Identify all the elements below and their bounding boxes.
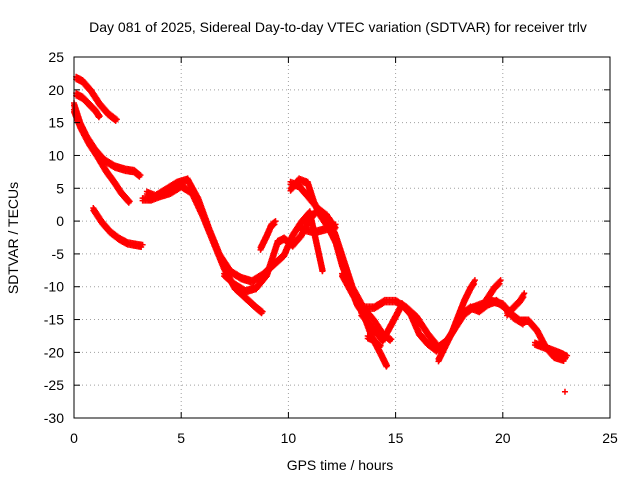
series-track-g bbox=[143, 175, 326, 286]
data-point bbox=[319, 267, 326, 274]
grid bbox=[74, 57, 610, 418]
data-point bbox=[496, 280, 503, 287]
data-point bbox=[471, 277, 478, 284]
series-track-l bbox=[298, 221, 339, 237]
series-track-e bbox=[90, 204, 146, 251]
data-point bbox=[384, 362, 391, 369]
chart-title: Day 081 of 2025, Sidereal Day-to-day VTE… bbox=[89, 19, 587, 35]
y-tick-label: 15 bbox=[48, 115, 64, 131]
series-track-d bbox=[73, 90, 103, 121]
y-axis-ticks: -30 -25 -20 -15 -10 -5 0 5 10 15 20 25 bbox=[44, 49, 610, 426]
data-point bbox=[377, 342, 384, 349]
y-tick-label: -5 bbox=[52, 246, 65, 262]
data-point bbox=[272, 218, 279, 225]
x-tick-label: 10 bbox=[281, 430, 297, 446]
y-tick-label: -20 bbox=[44, 344, 64, 360]
series-track-q bbox=[478, 277, 504, 312]
data-point bbox=[388, 336, 395, 343]
data-point bbox=[521, 290, 528, 297]
x-tick-label: 5 bbox=[177, 430, 185, 446]
data-point bbox=[126, 198, 133, 205]
y-tick-label: 25 bbox=[48, 49, 64, 65]
plot-frame bbox=[73, 56, 611, 419]
data-points bbox=[71, 73, 571, 395]
data-point bbox=[271, 221, 278, 228]
x-tick-label: 0 bbox=[70, 430, 78, 446]
y-tick-label: 20 bbox=[48, 82, 64, 98]
data-point bbox=[137, 172, 144, 179]
series-track-r bbox=[504, 290, 528, 319]
y-axis-label: SDTVAR / TECUs bbox=[5, 182, 21, 294]
data-point bbox=[259, 308, 266, 315]
y-tick-label: -10 bbox=[44, 279, 64, 295]
series-track-p bbox=[435, 277, 478, 365]
data-point bbox=[96, 113, 103, 120]
series-track-i bbox=[257, 218, 279, 253]
data-point bbox=[564, 352, 571, 359]
data-point bbox=[497, 277, 504, 284]
series-track-c bbox=[73, 73, 120, 124]
y-tick-label: -25 bbox=[44, 377, 64, 393]
x-axis-ticks: 0 5 10 15 20 25 bbox=[70, 57, 618, 446]
data-point bbox=[471, 280, 478, 287]
data-point bbox=[270, 222, 277, 229]
series-track-o bbox=[364, 332, 384, 351]
y-tick-label: 0 bbox=[56, 213, 64, 229]
data-point bbox=[332, 221, 339, 228]
x-tick-label: 25 bbox=[602, 430, 618, 446]
x-tick-label: 15 bbox=[388, 430, 404, 446]
data-point bbox=[95, 114, 102, 121]
data-point bbox=[495, 281, 502, 288]
y-tick-label: 10 bbox=[48, 147, 64, 163]
data-point bbox=[561, 388, 568, 395]
data-point bbox=[331, 224, 338, 231]
x-axis-label: GPS time / hours bbox=[287, 457, 394, 473]
x-tick-label: 20 bbox=[495, 430, 511, 446]
series-track-s bbox=[531, 339, 571, 361]
series-outlier bbox=[561, 388, 568, 395]
data-point bbox=[521, 319, 528, 326]
series-track-k bbox=[287, 178, 339, 232]
y-tick-label: -30 bbox=[44, 410, 64, 426]
data-point bbox=[139, 241, 146, 248]
series-track-b bbox=[71, 106, 133, 206]
y-tick-label: -15 bbox=[44, 312, 64, 328]
data-point bbox=[113, 116, 120, 123]
y-tick-label: 5 bbox=[56, 180, 64, 196]
data-point bbox=[520, 294, 527, 301]
